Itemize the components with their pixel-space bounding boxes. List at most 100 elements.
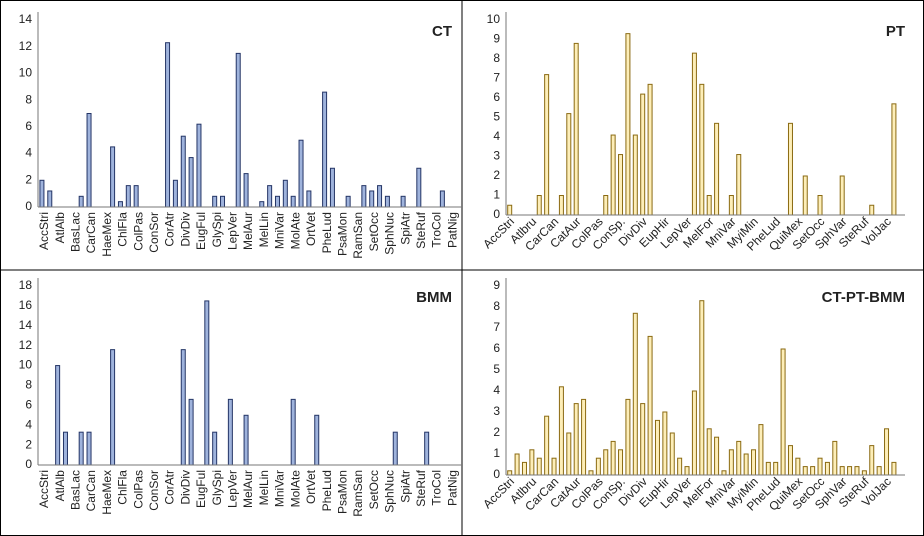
bar [758,424,764,476]
bar [787,445,793,476]
bar [267,185,273,208]
bar [529,449,535,476]
bar [392,431,398,466]
bar [603,449,609,476]
bar [566,432,572,476]
bar [721,470,727,476]
bar [558,195,564,216]
bar [55,365,61,466]
x-tick-label: BasLac [69,470,83,510]
bar [235,52,241,208]
y-tick-label: 18 [19,278,33,292]
bar [706,428,712,476]
bar [773,461,779,476]
x-tick-label: ConSor [147,470,161,511]
bar [188,157,194,208]
bar [647,335,653,476]
bar [839,466,845,476]
bar [795,457,801,476]
x-tick-label: TroCol [430,470,444,506]
bar [188,398,194,466]
bar [802,466,808,476]
bar [566,113,572,216]
bar [861,470,867,476]
x-tick-label: CorAtr [163,470,177,505]
x-tick-label: CarCan [84,212,98,253]
bar [669,432,675,476]
bar [110,146,116,208]
bar [204,300,210,466]
x-tick-label: SteRuf [414,469,428,506]
bar [212,431,218,466]
x-tick-label: ConSor [147,212,161,253]
x-tick-label: ChlFla [116,212,130,247]
bar [751,449,757,476]
y-tick-label: 4 [493,383,500,397]
y-tick-label: 0 [25,457,32,471]
x-tick-label: ChlFla [116,470,130,505]
bar [133,185,139,208]
x-tick-label: MelLin [257,470,271,505]
bar [632,134,638,216]
x-tick-label: AccStri [37,470,51,508]
bar [125,185,131,208]
bar [558,386,564,476]
bar [780,348,786,476]
bar [165,42,171,208]
bar [699,83,705,216]
x-tick-label: MelLin [257,212,271,247]
y-tick-label: 4 [25,146,32,160]
bar [839,175,845,216]
bar [544,74,550,216]
bar [610,134,616,216]
y-tick-label: 3 [493,404,500,418]
bar [714,122,720,216]
x-tick-label: PheLud [320,470,334,511]
y-tick-label: 5 [493,362,500,376]
bar [78,195,84,208]
bar [47,190,53,208]
bar [736,154,742,216]
bar [573,403,579,476]
bar [706,195,712,216]
bar [290,195,296,208]
y-tick-label: 8 [493,299,500,313]
bar [306,190,312,208]
x-tick-label: PatNig [445,470,459,506]
y-tick-label: 6 [25,398,32,412]
y-tick-label: 4 [25,417,32,431]
bar [884,428,890,476]
bar [298,139,304,208]
x-tick-label: LepVer [226,470,240,508]
x-tick-label: PsaMon [335,470,349,514]
bar [227,398,233,466]
x-tick-label: BasLac [69,212,83,252]
bar [329,167,335,208]
chart-title: CT-PT-BMM [822,289,905,306]
bar [588,470,594,476]
y-tick-label: 5 [493,110,500,124]
bar [78,431,84,466]
y-tick-label: 6 [493,90,500,104]
x-tick-label: DivDiv [178,212,192,247]
bar [736,440,742,476]
y-tick-label: 1 [493,188,500,202]
bar [595,457,601,476]
x-tick-label: DivDiv [178,470,192,505]
bar [640,93,646,216]
bar [618,154,624,216]
x-tick-label: SphNuc [383,470,397,513]
bar [400,195,406,208]
bar [869,445,875,476]
bar [876,466,882,476]
bar [243,173,249,208]
x-tick-label: HaeMex [100,212,114,257]
bar [743,453,749,476]
x-tick-label: OrtVet [304,211,318,246]
y-tick-label: 10 [19,358,33,372]
bar [817,195,823,216]
bar [86,431,92,466]
bar [536,195,542,216]
bar [677,457,683,476]
bar [847,466,853,476]
